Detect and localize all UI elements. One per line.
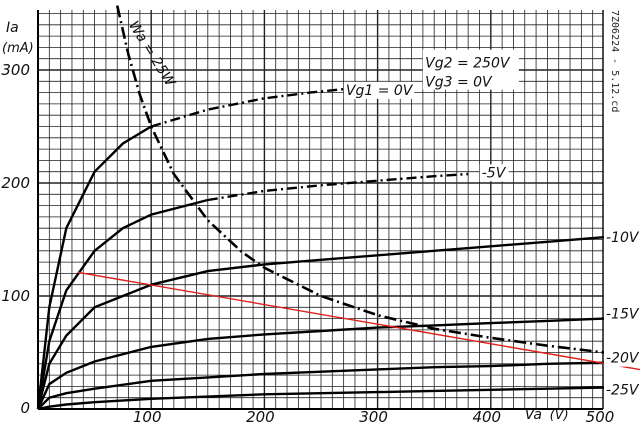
series-label-bg [479, 164, 509, 182]
curve-layer [36, 5, 640, 411]
figure-code-label: 7Z06224 - 5.12.cd [609, 10, 620, 112]
series-15v [36, 317, 605, 410]
series-vg1-0v-solid [36, 125, 152, 410]
axes [37, 10, 604, 410]
series-label-bg [343, 81, 415, 99]
x-tick-label: 200 [246, 408, 275, 426]
x-tick-label: 400 [472, 408, 501, 426]
series-label: Vg1 = 0V [346, 83, 414, 99]
series-25v [37, 386, 605, 411]
series-label: -5V [482, 165, 507, 181]
y-tick-label: 200 [1, 174, 30, 192]
dissipation-curve [115, 5, 605, 354]
series-label: -20V [606, 351, 640, 367]
series-vg1-0v-dashed [150, 88, 344, 128]
series-label: -15V [606, 307, 640, 323]
conditions-bg [422, 49, 519, 90]
series-label-bg [604, 305, 640, 323]
series-10v [36, 236, 605, 410]
series-5v-dashed [207, 172, 469, 202]
y-tick-label: 300 [1, 61, 30, 79]
annotation-layer: Ia (mA) Va (V) Vg1 = 0V -5V -10V -15V -20V -25V Vg… [2, 10, 640, 423]
series-20v [37, 361, 605, 410]
y-axis-unit: (mA) [2, 41, 34, 56]
load-line [77, 271, 640, 371]
series-label-bg [604, 228, 640, 246]
series-label-bg [604, 349, 640, 367]
series-5v-solid [36, 198, 209, 410]
tick-labels: 0 100 200 300 100 200 300 400 500 [1, 61, 614, 426]
series-label: -25V [606, 382, 640, 398]
x-axis-label: Va [525, 407, 542, 423]
condition-label: Vg2 = 250V [425, 56, 511, 72]
y-tick-label: 100 [1, 287, 30, 305]
x-tick-label: 500 [586, 408, 615, 426]
condition-label: Vg3 = 0V [425, 75, 493, 91]
series-label-bg [604, 381, 640, 399]
series-label: -10V [606, 230, 640, 246]
x-tick-label: 300 [359, 408, 388, 426]
x-tick-label: 100 [133, 408, 162, 426]
y-axis-label: Ia [6, 20, 19, 36]
x-axis-unit: (V) [550, 408, 569, 423]
y-tick-label: 0 [20, 399, 30, 417]
